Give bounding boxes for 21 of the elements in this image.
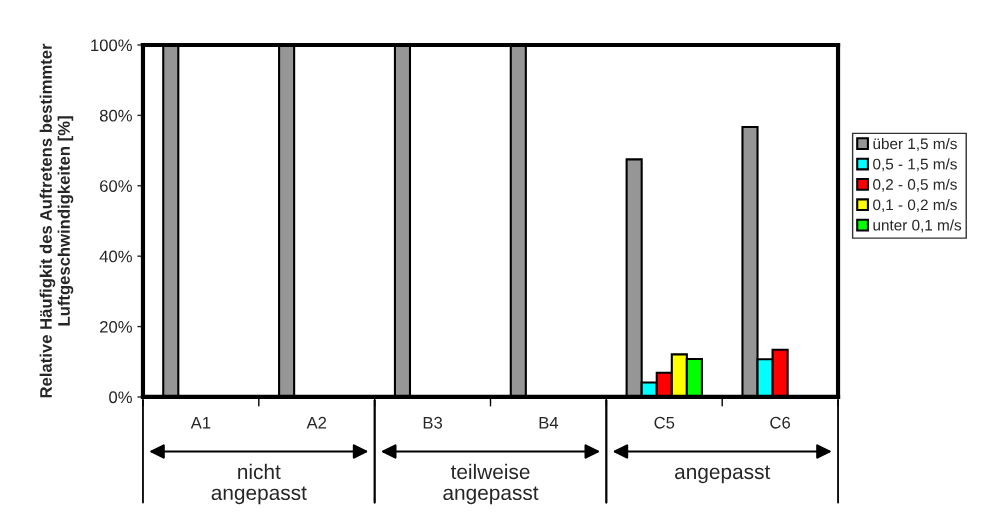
legend-label: über 1,5 m/s — [873, 137, 957, 151]
x-tick-label: C5 — [654, 416, 675, 429]
text: angepasst — [675, 465, 771, 484]
text: nicht angepasst — [211, 463, 307, 505]
x-tick-label: C6 — [770, 416, 791, 429]
y-axis-title: Relative Häufigkit des Auftretens bestimmter Luftgeschwindigkeiten [%] — [39, 43, 74, 398]
text: teilweise angepasst — [443, 463, 539, 505]
y-tick-label: 20% — [100, 320, 132, 333]
y-tick-label: 60% — [100, 180, 132, 192]
x-tick-label: B3 — [423, 416, 443, 429]
x-tick-label: A2 — [306, 416, 327, 429]
legend-label: 0,2 - 0,5 m/s — [873, 178, 957, 192]
x-tick-label: B4 — [539, 417, 559, 429]
legend-label: 0,1 - 0,2 m/s — [873, 199, 957, 213]
y-tick-label: 0% — [109, 391, 132, 404]
x-tick-label: A1 — [190, 417, 211, 429]
y-tick-label: 40% — [99, 250, 132, 263]
legend-label: 0,5 - 1,5 m/s — [873, 158, 957, 172]
legend-label: unter 0,1 m/s — [873, 219, 962, 233]
y-tick-label: 80% — [99, 109, 132, 122]
y-tick-label: 100% — [91, 39, 132, 52]
